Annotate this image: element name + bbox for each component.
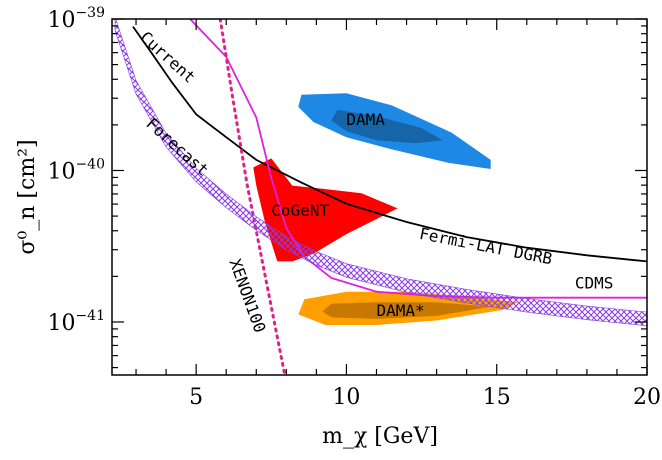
x-tick-label: 20 <box>633 385 661 410</box>
x-tick-label: 15 <box>483 385 511 410</box>
series-layer <box>114 19 647 375</box>
annotation-cogent: CoGeNT <box>271 201 329 220</box>
series-cdms-line <box>189 19 647 299</box>
x-tick-label: 5 <box>189 385 203 410</box>
annotation-dama: DAMA <box>346 110 385 129</box>
y-tick-label: 10−39 <box>47 5 105 33</box>
x-axis-label: m_χ [GeV] <box>322 424 438 449</box>
region-dama-inner <box>322 302 491 319</box>
y-axis-label: σ⁰_n [cm²] <box>15 139 40 254</box>
x-tick-label: 10 <box>332 385 360 410</box>
y-tick-label: 10−41 <box>47 308 105 336</box>
region-dama-inner <box>331 109 443 144</box>
annotation-forecast: Forecast <box>142 114 212 180</box>
annotation-dama: DAMA* <box>377 301 425 320</box>
plot-frame <box>111 18 648 376</box>
region-cogent-outer <box>253 158 398 262</box>
series-forecast-band <box>114 19 647 327</box>
annotation-cdms: CDMS <box>575 274 614 293</box>
annotation-fermi-lat-dgrb: Fermi-LAT DGRB <box>418 224 554 268</box>
series-xenon100-line <box>218 19 287 375</box>
ticks-layer: 5 10 15 20 10−39 10−40 10−41 <box>47 5 661 410</box>
series-fermi-lat-dgrb-line <box>132 26 647 263</box>
y-tick-label: 10−40 <box>47 156 105 184</box>
